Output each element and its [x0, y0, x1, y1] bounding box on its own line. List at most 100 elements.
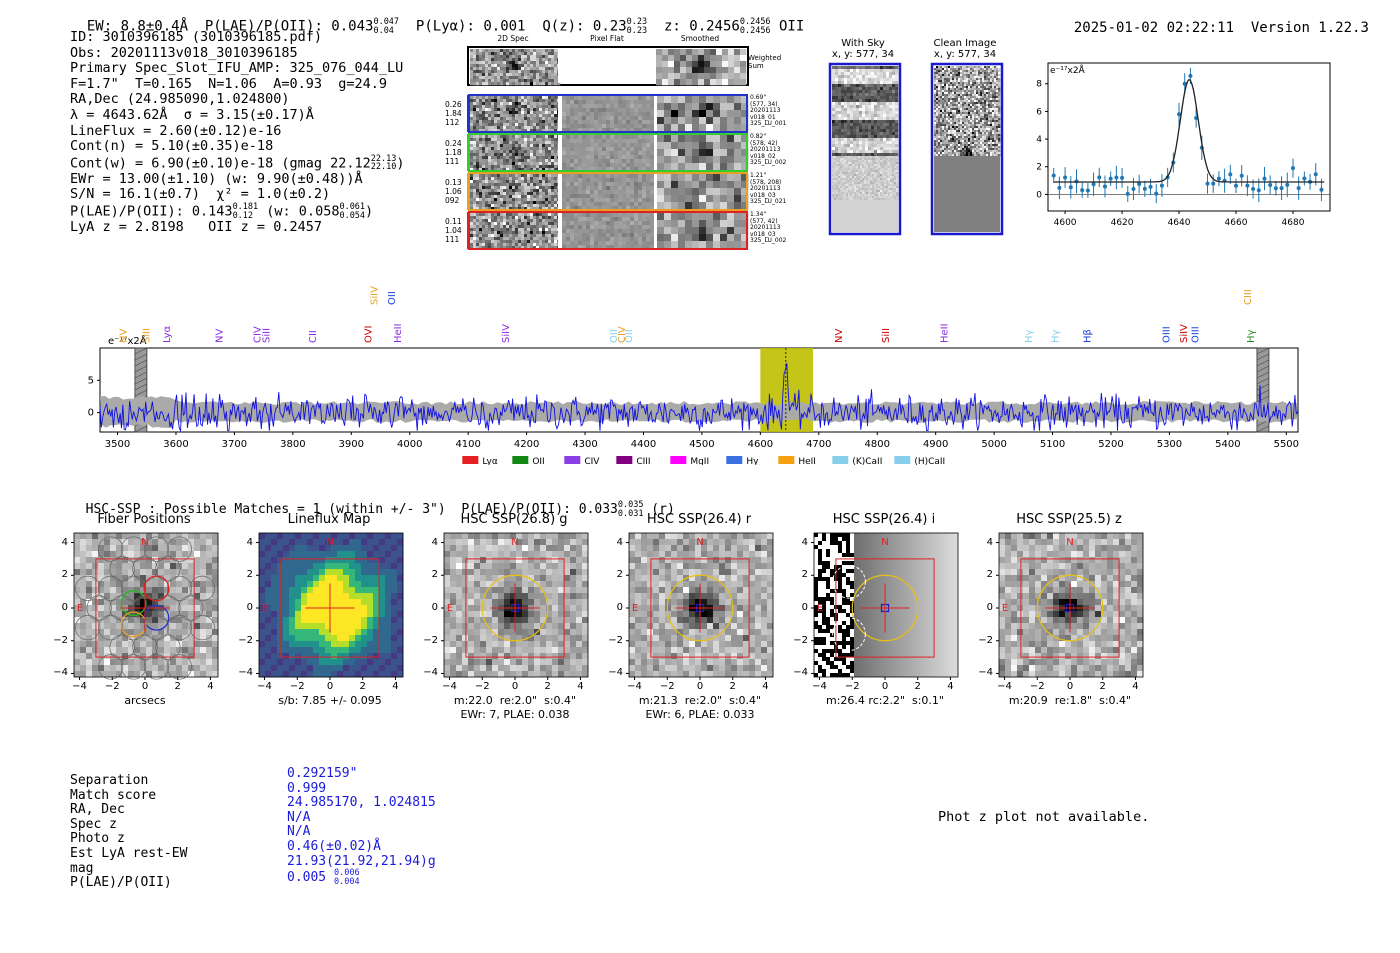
legend-swatch — [894, 456, 911, 464]
cutout-images — [467, 46, 749, 250]
hsc-search-box — [280, 558, 380, 658]
fit-plot-frame — [1047, 62, 1331, 212]
info-params: F=1.7" T=0.165 N=1.06 A=0.93 g=24.9 — [70, 75, 387, 92]
hsc-ytick-label: 0 — [61, 602, 68, 613]
spectrum-mask-hatch — [1256, 383, 1270, 391]
fit-data-point — [1068, 185, 1073, 190]
hsc-panel-caption: m:22.0 re:2.0" s:0.4" — [453, 694, 577, 707]
legend-swatch — [512, 456, 529, 464]
fit-data-point — [1102, 184, 1107, 189]
hsc-panel: Lineflux Map N E −4 −2 0 2 4 4 2 0 −2 −4 s/b: 7.85 +/… — [238, 512, 435, 727]
info-lambda: λ = 4643.62Å σ = 3.15(±0.17)Å — [70, 106, 314, 123]
spectrum-line-label: Hγ — [1024, 329, 1035, 343]
hsc-xtick-label: 0 — [141, 681, 149, 692]
hsc-xtick-label: 4 — [207, 681, 214, 692]
spectrum-xtick-label: 4600 — [748, 439, 773, 450]
header-z: z: 0.2456 — [663, 18, 740, 35]
fit-data-point — [1177, 112, 1182, 117]
fiber-highlight — [143, 575, 170, 602]
spectrum-line-label: NV — [834, 329, 845, 343]
fit-data-point — [1251, 187, 1256, 192]
cutout-col-title: Pixel Flat — [590, 34, 624, 43]
spectrum-line-label: Hγ — [1246, 329, 1257, 343]
hsc-ytick-label: 0 — [986, 602, 993, 613]
east-label: E — [632, 603, 638, 614]
hsc-search-box — [1020, 558, 1120, 658]
hsc-search-box — [95, 558, 195, 658]
match-label: mag — [70, 860, 94, 876]
spectrum-line-label: SiIV — [501, 324, 512, 343]
fit-data-point — [1290, 166, 1295, 171]
with-sky-title: With Sky x, y: 577, 34 — [831, 38, 895, 60]
spectrum-mask-hatch — [1256, 365, 1270, 373]
spectrum-line-label: OII — [609, 329, 620, 343]
spectrum-line-label: CII — [308, 330, 319, 343]
hsc-ytick-label: −2 — [423, 634, 438, 646]
spectrum-xtick-label: 4300 — [572, 439, 597, 450]
match-label: Photo z — [70, 831, 125, 847]
header-q-range: 0.23 0.23 — [626, 17, 648, 36]
fiber-circle — [143, 536, 170, 562]
spectrum-mask-hatch — [1256, 359, 1270, 367]
hsc-xtick-label: 4 — [577, 681, 584, 692]
spectrum-line-label: NV — [215, 329, 226, 343]
east-label: E — [262, 603, 268, 614]
hsc-xtick-label: 2 — [729, 681, 736, 692]
legend-label: OII — [532, 457, 544, 465]
fiber-highlight — [120, 590, 147, 617]
fiber-circle — [120, 536, 147, 562]
neighbor-aperture — [832, 564, 866, 599]
hsc-panel-title: HSC SSP(26.8) g — [460, 512, 568, 527]
info-ewr: EWr = 13.00(±1.10) (w: 9.90(±0.48))Å — [70, 170, 363, 187]
cutout-grid: 2D Spec Pixel Flat Smoothed Weighted Sum… — [440, 32, 800, 257]
east-label: E — [1002, 603, 1008, 614]
fit-ytick-label: 6 — [1036, 107, 1042, 117]
hsc-xtick-label: 4 — [762, 681, 769, 692]
fit-data-point — [1245, 183, 1250, 188]
header-summary: EW: 8.8±0.4Å P(LAE)/P(OII): 0.043 0.047 0.… — [70, 2, 804, 35]
hsc-panel-image: NE — [256, 532, 404, 680]
hsc-ytick-label: 4 — [616, 536, 623, 548]
north-label: N — [141, 537, 148, 548]
hsc-xtick-label: 0 — [1066, 681, 1074, 692]
match-value: 0.292159" — [287, 766, 358, 781]
fiber-circle — [166, 536, 192, 562]
clean-image-frame — [930, 62, 1004, 236]
hsc-panel-caption: m:26.4 rc:2.2" s:0.1" — [826, 694, 944, 707]
hsc-ytick-label: −2 — [53, 634, 68, 646]
spectrum-line-label: HeII — [939, 323, 950, 343]
match-value: N/A — [287, 824, 311, 840]
full-spectrum-plot: 0 5 3500 3600 3700 3800 3900 4000 4100 4200 4300 44… — [88, 286, 1299, 465]
cutout-row-meta: 1.34" (577, 42) 20201113 v018_03 325_LU_002 — [750, 211, 787, 244]
legend-label: (K)CaII — [852, 457, 882, 465]
hsc-xtick-label: −4 — [997, 681, 1012, 692]
line-fit-plot: 0 2 4 6 8 4600 4620 4640 4660 4680 e⁻¹⁷x2Å — [1036, 62, 1331, 228]
match-label: RA, Dec — [70, 802, 125, 818]
hsc-ytick-label: −2 — [608, 634, 623, 646]
fit-data-point — [1097, 175, 1102, 180]
fit-data-point — [1211, 181, 1216, 186]
fiber-circle — [155, 634, 181, 660]
hsc-panel-title: Lineflux Map — [287, 512, 371, 527]
spectrum-mask-hatch — [1256, 371, 1270, 379]
fit-data-point — [1268, 182, 1273, 187]
match-value: 24.985170, 1.024815 — [287, 795, 436, 811]
hsc-panel-image: NE — [811, 532, 959, 680]
spectrum-line-label: OII — [387, 291, 398, 305]
hsc-xtick-label: −4 — [257, 681, 272, 692]
fit-data-point — [1120, 175, 1125, 180]
fit-ytick-label: 8 — [1036, 80, 1042, 90]
spectrum-xtick-label: 5000 — [981, 439, 1006, 450]
info-radec: RA,Dec (24.985090,1.024800) — [70, 91, 290, 108]
fiber-circle — [178, 595, 204, 621]
fiber-circle — [98, 536, 124, 562]
fit-data-point — [1194, 115, 1199, 120]
legend-swatch — [726, 456, 743, 464]
spectrum-mask-hatch — [134, 347, 148, 355]
spectrum-line-label: CIV — [253, 326, 264, 343]
info-plae: P(LAE)/P(OII): 0.143 0.181 0.12 (w: 0.058 0… — [70, 202, 374, 221]
spectrum-line-label: HeII — [393, 323, 404, 343]
spectrum-xtick-label: 5400 — [1215, 439, 1240, 450]
hsc-xtick-label: −4 — [812, 681, 827, 692]
header-timestamp: 2025-01-02 02:22:11 — [1073, 20, 1235, 36]
